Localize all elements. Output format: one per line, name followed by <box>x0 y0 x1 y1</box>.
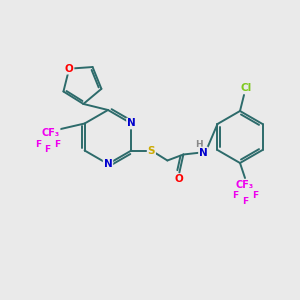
Text: F: F <box>55 140 61 149</box>
Text: CF₃: CF₃ <box>42 128 60 139</box>
Text: F: F <box>232 190 238 200</box>
Text: N: N <box>103 159 112 169</box>
Text: H: H <box>196 140 203 149</box>
Text: O: O <box>174 175 183 184</box>
Text: F: F <box>45 145 51 154</box>
Text: F: F <box>242 196 248 206</box>
Text: N: N <box>127 118 136 128</box>
Text: Cl: Cl <box>240 83 252 93</box>
Text: N: N <box>199 148 208 158</box>
Text: O: O <box>65 64 74 74</box>
Text: F: F <box>36 140 42 149</box>
Text: S: S <box>148 146 155 155</box>
Text: CF₃: CF₃ <box>236 180 254 190</box>
Text: F: F <box>252 190 258 200</box>
